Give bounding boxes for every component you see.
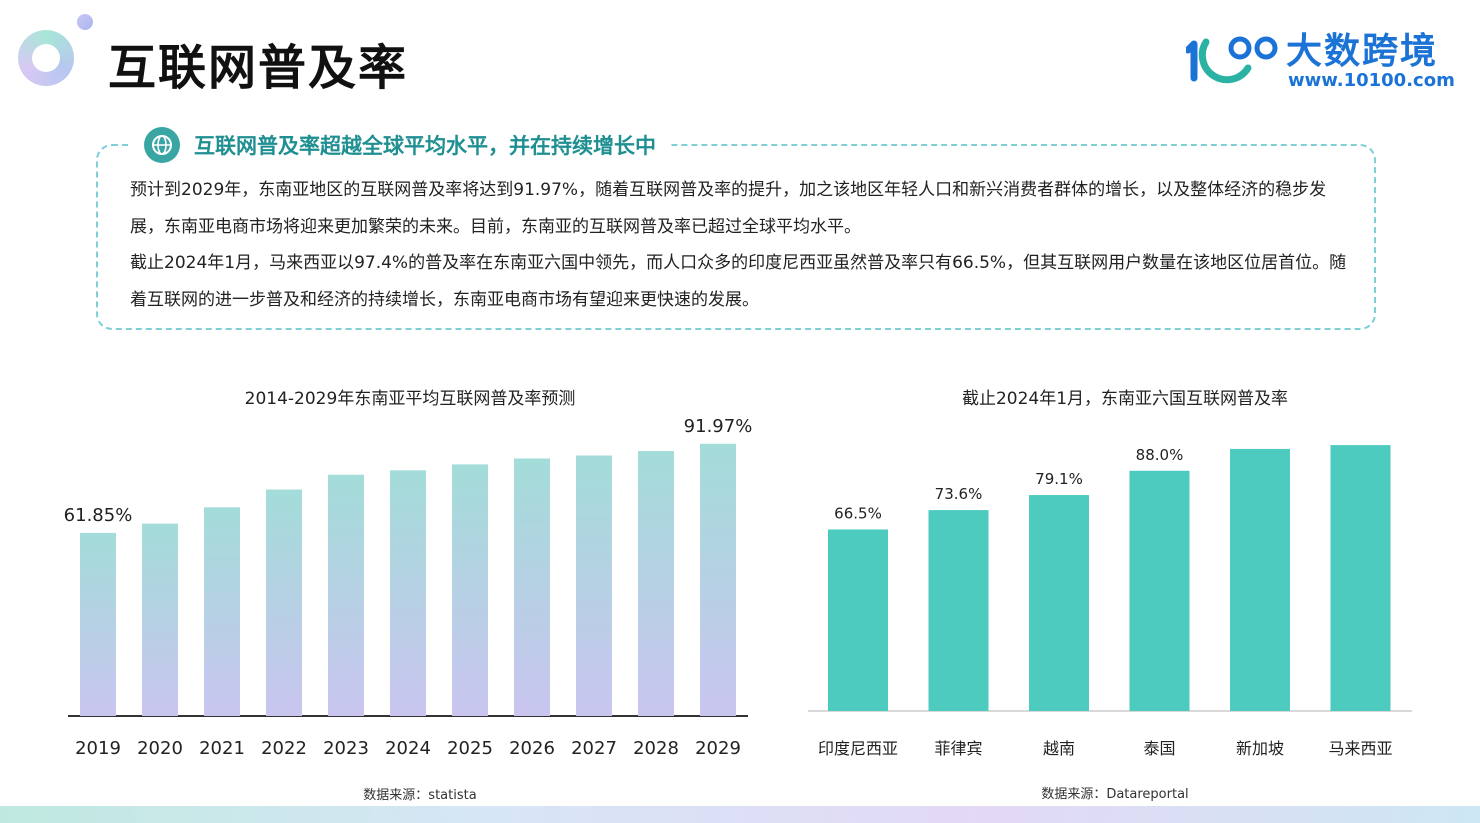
x-tick-新加坡: 新加坡 <box>1236 739 1284 758</box>
x-tick-马来西亚: 马来西亚 <box>1328 739 1392 758</box>
bar-印度尼西亚 <box>828 529 888 711</box>
bar-2024 <box>390 470 426 716</box>
x-tick-2019: 2019 <box>75 738 121 759</box>
bar-泰国 <box>1129 470 1190 711</box>
x-tick-2021: 2021 <box>199 738 245 759</box>
bar-2023 <box>328 474 364 716</box>
data-label-泰国: 88.0% <box>1136 446 1184 464</box>
x-tick-2020: 2020 <box>137 738 183 759</box>
logo-name: 大数跨境 <box>1286 31 1439 72</box>
bottom-decorative-strip <box>0 806 1480 823</box>
data-label-新加坡: 96.0% <box>1236 440 1284 442</box>
bar-2025 <box>452 464 488 716</box>
chart-1-source: 数据来源：statista <box>363 788 477 803</box>
bar-越南 <box>1029 495 1089 711</box>
summary-box <box>96 144 1376 330</box>
bar-菲律宾 <box>928 510 989 711</box>
x-tick-菲律宾: 菲律宾 <box>934 739 982 758</box>
summary-text: 预计到2029年，东南亚地区的互联网普及率将达到91.97%，随着互联网普及率的… <box>130 172 1348 318</box>
x-tick-2023: 2023 <box>323 738 369 759</box>
decorative-dot <box>77 14 93 30</box>
x-tick-泰国: 泰国 <box>1143 739 1175 758</box>
x-tick-2024: 2024 <box>385 738 431 759</box>
globe-icon <box>144 127 180 163</box>
bar-2026 <box>514 458 550 716</box>
bar-2029 <box>700 443 736 716</box>
bar-2022 <box>266 489 302 716</box>
x-tick-2027: 2027 <box>571 738 617 759</box>
data-label-2019: 61.85% <box>64 505 133 526</box>
chart-2-source: 数据来源：Datareportal <box>1041 787 1189 802</box>
x-tick-越南: 越南 <box>1043 739 1075 758</box>
x-tick-2028: 2028 <box>633 738 679 759</box>
bar-新加坡 <box>1230 448 1290 711</box>
decorative-ring <box>18 30 74 86</box>
bar-2028 <box>638 451 674 716</box>
bar-2019 <box>80 532 116 716</box>
summary-paragraph-1: 预计到2029年，东南亚地区的互联网普及率将达到91.97%，随着互联网普及率的… <box>130 180 1327 237</box>
x-tick-印度尼西亚: 印度尼西亚 <box>818 739 898 758</box>
logo-url: www.10100.com <box>1288 70 1455 91</box>
x-tick-2026: 2026 <box>509 738 555 759</box>
summary-paragraph-2: 截止2024年1月，马来西亚以97.4%的普及率在东南亚六国中领先，而人口众多的… <box>130 253 1347 310</box>
x-tick-2022: 2022 <box>261 738 307 759</box>
x-tick-2029: 2029 <box>695 738 741 759</box>
data-label-2029: 91.97% <box>684 416 753 437</box>
brand-logo: 大数跨境 www.10100.com <box>1186 20 1456 92</box>
bar-马来西亚 <box>1330 445 1391 711</box>
x-tick-2025: 2025 <box>447 738 493 759</box>
data-label-越南: 79.1% <box>1035 470 1083 488</box>
bar-2021 <box>204 507 240 716</box>
bar-2020 <box>142 523 178 716</box>
chart-2-country-penetration: 66.5% 印度尼西亚 73.6% 菲律宾 79.1% 越南 88.0% 泰国 96.0% 新加坡… <box>808 440 1412 758</box>
page-title: 互联网普及率 <box>108 40 409 96</box>
summary-header: 互联网普及率超越全球平均水平，并在持续增长中 <box>130 124 670 166</box>
logo-mark-icon <box>1186 36 1278 84</box>
data-label-印度尼西亚: 66.5% <box>834 504 882 522</box>
data-label-菲律宾: 73.6% <box>935 485 983 503</box>
summary-heading: 互联网普及率超越全球平均水平，并在持续增长中 <box>194 134 656 158</box>
chart-1-penetration-forecast: 2019 61.85% 2020 2021 2022 2023 2024 2025 2026 20… <box>64 416 753 759</box>
chart-1-title: 2014-2029年东南亚平均互联网普及率预测 <box>244 389 576 409</box>
chart-2-title: 截止2024年1月，东南亚六国互联网普及率 <box>961 389 1289 409</box>
bar-2027 <box>576 455 612 716</box>
